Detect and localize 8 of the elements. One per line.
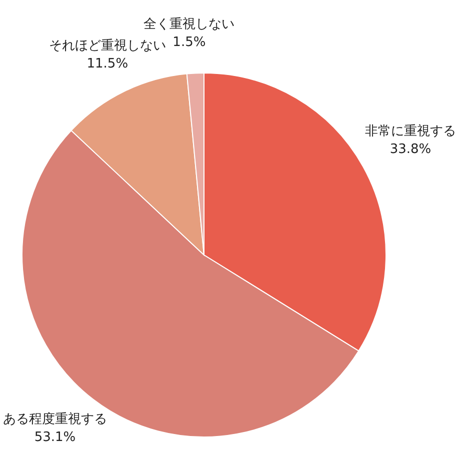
data-label: 33.8%	[390, 142, 432, 157]
slice-label: 全く重視しない	[144, 17, 235, 32]
data-label: 53.1%	[34, 430, 76, 446]
slice-label: 非常に重視する	[365, 124, 456, 139]
data-label: 11.5%	[86, 56, 128, 72]
data-label: 1.5%	[172, 35, 206, 50]
slice-label: それほど重視しない	[48, 38, 166, 54]
slice-label: ある程度重視する	[3, 411, 107, 428]
